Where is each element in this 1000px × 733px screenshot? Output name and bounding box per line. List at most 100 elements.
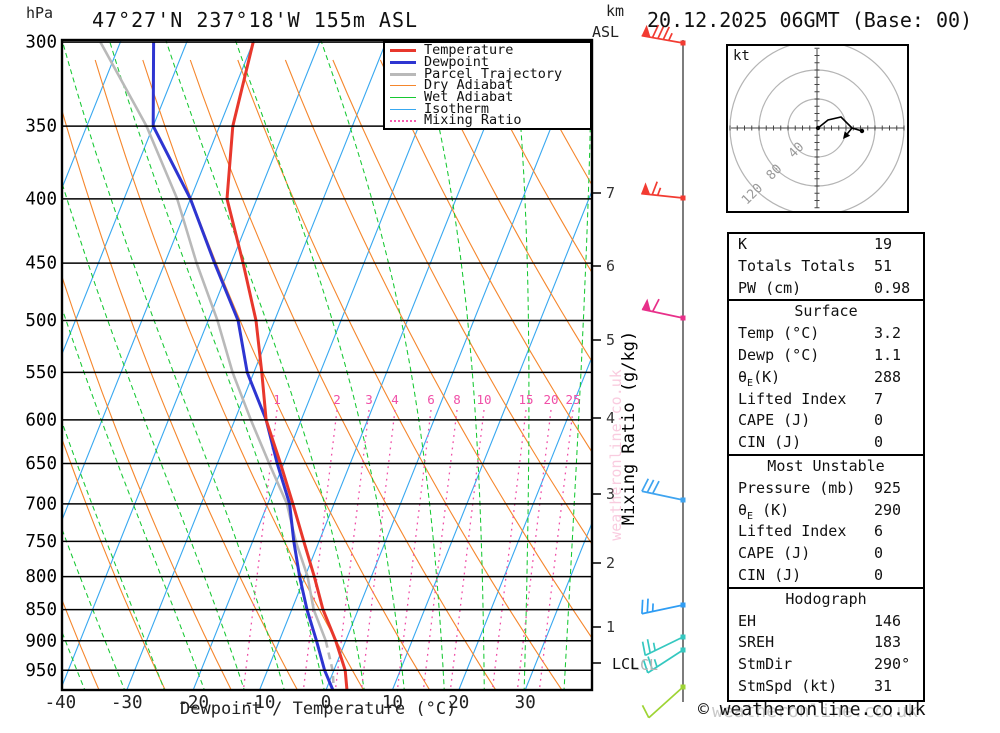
wind-barb [641, 181, 686, 201]
hodograph-trace [817, 116, 863, 132]
legend: Temperature Dewpoint Parcel Trajectory Dry … [383, 41, 592, 130]
x-axis-tick-label: -30 [111, 693, 143, 713]
pressure-axis-unit: hPa [26, 4, 54, 22]
wet-adiabat-line [62, 306, 205, 690]
dry-adiabat-line [379, 59, 592, 454]
stats-row: Totals Totals 51 [729, 256, 923, 278]
legend-item: Isotherm [390, 100, 590, 117]
wet-adiabat-line [62, 40, 285, 690]
stats-row: PW (cm) 0.98 [729, 278, 923, 300]
stats-row: CAPE (J) 0 [729, 543, 923, 565]
legend-swatch-temperature [390, 49, 416, 53]
pressure-tick-label: 700 [25, 494, 57, 514]
mixing-ratio-line [491, 409, 527, 690]
copyright-text: © weatheronline.co.uk [698, 699, 926, 720]
stats-row-value: 288 [874, 367, 902, 386]
legend-item-label: Dry Adiabat [424, 77, 514, 94]
wet-adiabat-line [234, 40, 405, 690]
x-axis-tick-label: 0 [321, 693, 332, 713]
isotherm-line [126, 40, 388, 690]
mixing-ratio-value-label: 20 [543, 392, 558, 407]
stats-section-title: Hodograph [785, 589, 867, 608]
dewpoint-curve [151, 42, 335, 690]
stats-row-value: 146 [874, 611, 902, 630]
legend-swatch-dewpoint [390, 61, 416, 65]
stats-row: SREH 183 [729, 632, 923, 654]
dry-adiabat-line [475, 59, 592, 274]
stats-row-label: K [738, 235, 748, 253]
wind-barbs-group [641, 24, 686, 719]
pressure-tick-label: 400 [25, 189, 57, 209]
mixing-ratio-value-label: 25 [565, 392, 580, 407]
stats-row-value: 6 [874, 522, 884, 541]
stats-section: K 19 Totals Totals 51 PW (cm) 0.98 [729, 234, 923, 299]
wet-adiabats-group [62, 40, 592, 690]
mixing-ratio-group: 1 2 3 4 6 8 10 15 20 25 [242, 392, 581, 690]
mixing-ratio-value-label: 6 [427, 392, 435, 407]
stats-row-value: 0 [874, 544, 884, 563]
pressure-tick-label: 600 [25, 410, 57, 430]
legend-swatch-mixing-ratio [390, 119, 416, 122]
stats-row-label: Lifted Index [738, 522, 847, 541]
stats-row-value: 1.1 [874, 345, 902, 364]
stats-row: Lifted Index 6 [729, 521, 923, 543]
mixing-ratio-line [360, 409, 396, 690]
wind-barb [641, 598, 686, 615]
pressure-tick-label: 500 [25, 311, 57, 331]
stats-row-label: θE(K) [738, 367, 781, 389]
stats-row: θE (K) 290 [729, 500, 923, 522]
altitude-axis-unit-asl: ASL [592, 23, 620, 41]
legend-item-label: Dewpoint [424, 54, 490, 71]
km-tick-label: 2 [606, 554, 615, 572]
stats-row-value: 0 [874, 411, 884, 430]
x-axis-tick-label: -20 [177, 693, 209, 713]
stats-row-label: StmDir [738, 655, 793, 674]
isotherm-line [325, 40, 587, 690]
dry-adiabat-line [237, 59, 563, 690]
mixing-ratio-line [538, 409, 574, 690]
pressure-tick-label: 650 [25, 454, 57, 474]
stats-table: K 19 Totals Totals 51 PW (cm) 0.98 Surface Temp… [727, 232, 925, 702]
legend-swatch-dry-adiabat [390, 85, 416, 87]
wind-barb-station-dot [680, 684, 686, 690]
isotherm-line [62, 40, 122, 190]
wind-barb [641, 478, 686, 503]
stats-row: CIN (J) 0 [729, 432, 923, 454]
x-axis-title: Dewpoint / Temperature (°C) [180, 699, 457, 719]
mixing-ratio-value-label: 8 [453, 392, 461, 407]
wind-barb-station-dot [680, 195, 686, 201]
legend-item-label: Wet Adiabat [424, 89, 514, 106]
km-tick-label: 6 [606, 257, 615, 275]
wind-barb [642, 647, 686, 674]
stats-row-label: Pressure (mb) [738, 478, 856, 497]
stats-section-title: Most Unstable [767, 456, 885, 475]
stats-row-value: 0 [874, 565, 884, 584]
mixing-ratio-line [334, 409, 370, 690]
stats-row: StmSpd (kt) 31 [729, 676, 923, 698]
mixing-ratio-value-label: 3 [365, 392, 373, 407]
stats-row: Dewp (°C) 1.1 [729, 345, 923, 367]
stats-row-value: 183 [874, 633, 902, 652]
legend-item-label: Isotherm [424, 100, 490, 117]
wind-barb [641, 298, 686, 321]
stats-row-value: 7 [874, 389, 884, 408]
stats-row: EH 146 [729, 611, 923, 633]
stats-row: K 19 [729, 234, 923, 256]
stats-row: θE(K) 288 [729, 367, 923, 389]
watermark-text: weatheronline.co.uk [712, 701, 918, 722]
legend-swatch-isotherm [390, 108, 416, 110]
wet-adiabat-line [418, 40, 485, 690]
page-title: 47°27'N 237°18'W 155m ASL [92, 8, 419, 32]
isotherms-group [62, 40, 592, 690]
mixing-ratio-line [449, 409, 485, 690]
wet-adiabat-line [512, 40, 530, 690]
x-axis-tick-label: -10 [244, 693, 276, 713]
stats-row-label: StmSpd (kt) [738, 676, 838, 695]
stats-row-label: Temp (°C) [738, 324, 820, 343]
isotherm-line [391, 189, 592, 690]
plot-border [60, 38, 594, 692]
stats-row-label: θE (K) [738, 500, 790, 522]
stats-row-value: 925 [874, 478, 902, 497]
